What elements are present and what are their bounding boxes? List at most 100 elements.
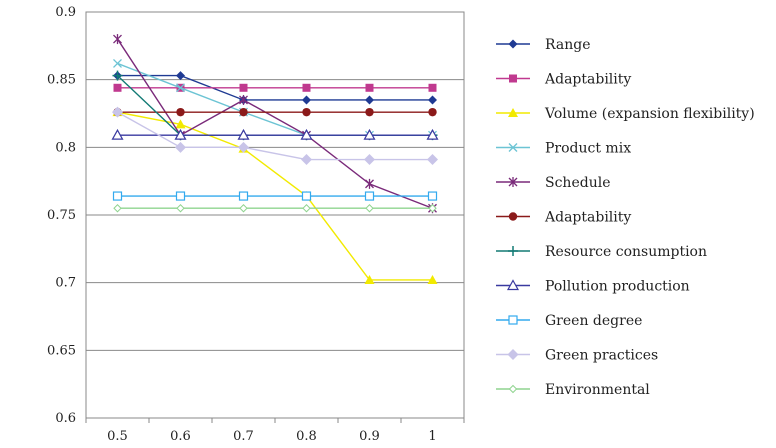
data-point [300,128,313,140]
legend-item: Green practices [496,348,658,364]
series-1 [113,83,437,92]
data-point [302,95,311,105]
data-point [427,191,438,201]
data-point [426,128,439,140]
data-point [302,83,311,92]
legend-item: Product mix [496,141,631,157]
legend-label: Adaptability [544,72,631,88]
legend-marker [508,177,518,187]
data-point [365,95,374,105]
legend-label: Green degree [545,313,642,329]
series-8 [112,191,438,201]
legend-label: Environmental [545,382,650,398]
legend-marker [508,143,518,152]
series-layer [111,34,439,284]
data-point [113,83,122,92]
legend-item: Volume (expansion flexibility) [496,106,755,122]
x-tick-label: 0.6 [170,429,191,444]
data-point [302,204,311,213]
data-point [113,204,122,213]
x-tick-label: 0.7 [233,429,254,444]
y-tick-label: 0.85 [47,73,76,88]
legend-item: Green degree [496,313,642,329]
data-point [175,119,186,129]
y-axis: 0.6 0.65 0.7 0.75 0.8 0.85 0.9 [47,5,76,426]
legend-marker [508,39,518,49]
legend-item: Adaptability [496,72,631,88]
series-line [116,38,433,209]
legend-item: Pollution production [496,279,690,295]
data-point [427,154,438,166]
data-point [112,191,123,201]
data-point [428,107,437,117]
data-point [174,128,187,140]
data-point [301,154,312,166]
data-point [176,71,185,81]
data-point [363,128,376,140]
data-point [111,128,124,140]
legend-item: Environmental [496,382,650,398]
legend: Range Adaptability Volume (expansion flexi… [496,37,755,398]
x-tick-label: 0.9 [359,429,380,444]
y-tick-label: 0.8 [55,140,76,155]
legend-marker [507,349,519,360]
legend-item: Range [496,37,590,53]
series-line [117,111,433,281]
legend-label: Product mix [545,141,631,157]
series-10 [113,204,437,213]
data-point [176,83,185,93]
data-point [113,34,122,45]
data-point [112,70,123,81]
series-line [117,111,433,161]
data-point [428,95,437,105]
data-point [239,94,248,105]
data-point [175,191,186,201]
data-point [428,204,437,213]
series-line [117,75,433,136]
data-point [365,178,374,189]
y-tick-label: 0.7 [55,276,76,291]
data-point [112,106,123,118]
data-point [365,107,374,117]
y-tick-label: 0.6 [55,411,76,426]
legend-marker [508,246,518,256]
data-point [302,107,311,117]
legend-marker [508,384,518,394]
data-point [113,58,122,68]
legend-marker [508,212,518,221]
x-tick-label: 0.5 [107,429,128,444]
data-point [365,83,374,92]
legend-item: Resource consumption [496,244,707,260]
x-axis: 0.5 0.6 0.7 0.8 0.9 1 [85,418,465,444]
data-point [175,141,186,153]
legend-label: Adaptability [544,210,631,226]
series-9 [112,106,438,166]
legend-marker [508,108,518,117]
data-point [364,274,375,284]
data-point [238,191,249,201]
legend-marker [509,74,517,83]
legend-marker [506,279,520,291]
legend-label: Pollution production [545,279,690,295]
data-point [176,204,185,213]
y-tick-label: 0.65 [47,343,76,358]
data-point [176,107,185,117]
y-tick-label: 0.75 [47,208,76,223]
legend-marker [508,315,518,325]
legend-label: Schedule [545,175,610,191]
data-point [364,191,375,201]
data-point [239,83,248,92]
x-tick-label: 1 [428,429,436,444]
legend-item: Adaptability [496,210,631,226]
legend-label: Range [545,37,590,53]
data-point [364,154,375,166]
grid-lines [86,79,464,351]
data-point [427,274,438,284]
data-point [365,204,374,213]
y-tick-label: 0.9 [55,5,76,20]
series-line [117,74,433,101]
data-point [301,191,312,201]
data-point [238,141,249,153]
data-point [239,107,248,117]
